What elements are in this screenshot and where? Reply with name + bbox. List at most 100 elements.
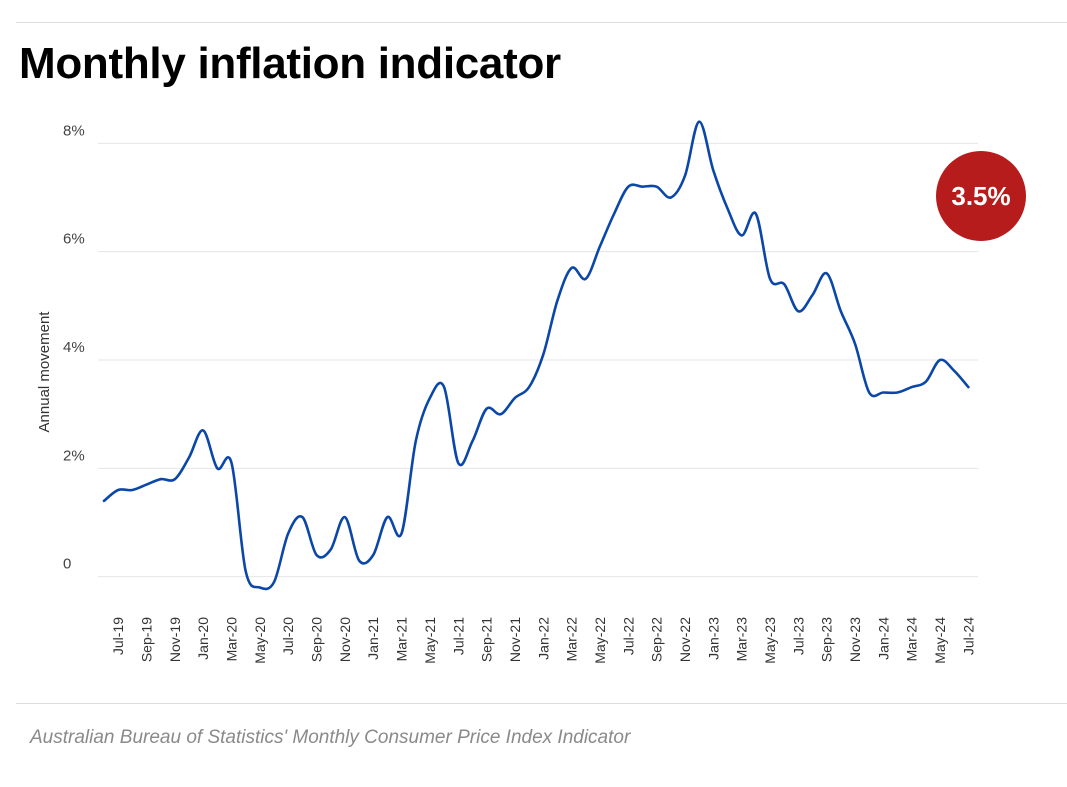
data-point-Jun-20 <box>272 580 276 584</box>
badge-label: 3.5% <box>951 181 1010 211</box>
series-line-annual-movement <box>102 120 970 591</box>
data-point-Nov-19 <box>173 477 177 481</box>
data-point-May-20 <box>258 586 262 590</box>
x-tick-label: Jul-21 <box>450 617 466 655</box>
x-tick-label: Sep-19 <box>139 617 155 662</box>
data-point-Dec-22 <box>697 120 701 124</box>
data-point-Dec-21 <box>527 385 531 389</box>
data-point-Mar-22 <box>570 266 574 270</box>
data-point-Oct-20 <box>329 548 333 552</box>
x-tick-label: Jan-23 <box>705 617 721 660</box>
data-point-Feb-22 <box>555 298 559 302</box>
x-tick-label: Mar-20 <box>224 617 240 662</box>
data-point-Sep-19 <box>145 483 149 487</box>
y-tick-label: 2% <box>63 447 85 464</box>
x-tick-label: May-24 <box>932 617 948 664</box>
data-point-Aug-23 <box>811 293 815 297</box>
data-point-May-24 <box>938 358 942 362</box>
x-tick-label: Sep-21 <box>479 617 495 662</box>
x-tick-label: Jul-19 <box>110 617 126 655</box>
x-tick-label: Jan-22 <box>535 617 551 660</box>
x-tick-label: Sep-20 <box>309 617 325 662</box>
data-point-Aug-20 <box>300 515 304 519</box>
x-tick-label: Mar-24 <box>904 617 920 662</box>
data-point-Jan-21 <box>371 553 375 557</box>
data-point-Jul-20 <box>286 531 290 535</box>
data-point-Aug-22 <box>640 185 644 189</box>
y-axis-label: Annual movement <box>36 311 53 433</box>
data-point-Feb-21 <box>385 515 389 519</box>
x-tick-label: May-20 <box>252 617 268 664</box>
x-tick-label: Nov-20 <box>337 617 353 662</box>
x-tick-label: Mar-21 <box>394 617 410 662</box>
x-tick-label: Nov-21 <box>507 617 523 662</box>
data-point-Oct-22 <box>669 196 673 200</box>
data-point-Jul-24 <box>966 385 970 389</box>
data-point-Jul-23 <box>796 309 800 313</box>
data-point-Sep-21 <box>485 407 489 411</box>
x-tick-label: Jul-20 <box>280 617 296 655</box>
data-point-Nov-20 <box>343 515 347 519</box>
data-point-May-21 <box>428 396 432 400</box>
data-point-Jan-20 <box>201 428 205 432</box>
data-point-Dec-19 <box>187 456 191 460</box>
data-point-Apr-21 <box>414 439 418 443</box>
source-note: Australian Bureau of Statistics' Monthly… <box>30 727 631 748</box>
data-point-Jan-22 <box>541 353 545 357</box>
data-point-Mar-21 <box>400 531 404 535</box>
latest-value-badge: 3.5% <box>936 151 1026 241</box>
data-point-Apr-23 <box>754 212 758 216</box>
bottom-divider <box>16 703 1067 704</box>
x-tick-label: Sep-22 <box>649 617 665 662</box>
data-point-Feb-23 <box>725 206 729 210</box>
data-point-May-22 <box>598 244 602 248</box>
x-tick-label: Mar-23 <box>734 617 750 662</box>
data-point-Feb-20 <box>215 466 219 470</box>
data-point-Jul-21 <box>456 461 460 465</box>
chart: 0 2% 4% 6% 8% Jul-19 Sep-19 Nov-19 Jan-20 Mar-20… <box>36 120 1026 664</box>
data-point-Aug-19 <box>130 488 134 492</box>
data-point-Mar-24 <box>910 385 914 389</box>
data-point-Jun-24 <box>952 369 956 373</box>
x-tick-label: Mar-22 <box>564 617 580 662</box>
x-tick-label: Jul-22 <box>620 617 636 655</box>
data-point-Sep-23 <box>825 271 829 275</box>
data-point-Sep-20 <box>315 553 319 557</box>
data-point-Jan-24 <box>881 391 885 395</box>
data-point-Jun-22 <box>612 212 616 216</box>
y-tick-label: 0 <box>63 556 71 573</box>
data-point-Nov-22 <box>683 174 687 178</box>
data-point-Apr-24 <box>924 380 928 384</box>
data-point-Jun-21 <box>442 385 446 389</box>
y-axis-ticks: 0 2% 4% 6% 8% <box>63 122 85 572</box>
y-tick-label: 6% <box>63 231 85 248</box>
data-point-Mar-20 <box>230 461 234 465</box>
data-point-Apr-20 <box>244 569 248 573</box>
badge-circle <box>936 151 1026 241</box>
x-tick-label: Nov-23 <box>847 617 863 662</box>
data-point-Jul-19 <box>116 488 120 492</box>
data-point-Jun-23 <box>782 282 786 286</box>
data-point-Nov-23 <box>853 342 857 346</box>
x-tick-label: May-23 <box>762 617 778 664</box>
x-tick-label: May-21 <box>422 617 438 664</box>
data-point-Jun-19 <box>102 499 106 503</box>
data-point-Jan-23 <box>711 168 715 172</box>
data-point-Sep-22 <box>655 185 659 189</box>
y-tick-label: 8% <box>63 122 85 139</box>
page-title: Monthly inflation indicator <box>19 39 561 88</box>
data-point-Mar-23 <box>740 233 744 237</box>
x-tick-label: Jan-21 <box>365 617 381 660</box>
x-tick-label: Nov-19 <box>167 617 183 662</box>
x-tick-label: Sep-23 <box>819 617 835 662</box>
top-divider <box>16 22 1067 23</box>
y-tick-label: 4% <box>63 339 85 356</box>
data-point-Feb-24 <box>896 391 900 395</box>
data-point-Aug-21 <box>470 439 474 443</box>
data-point-Dec-20 <box>357 558 361 562</box>
x-tick-label: Nov-22 <box>677 617 693 662</box>
data-point-Nov-21 <box>513 396 517 400</box>
data-point-Oct-21 <box>499 412 503 416</box>
x-axis-ticks: Jul-19 Sep-19 Nov-19 Jan-20 Mar-20 May-20 Jul-… <box>110 617 976 664</box>
data-point-May-23 <box>768 277 772 281</box>
